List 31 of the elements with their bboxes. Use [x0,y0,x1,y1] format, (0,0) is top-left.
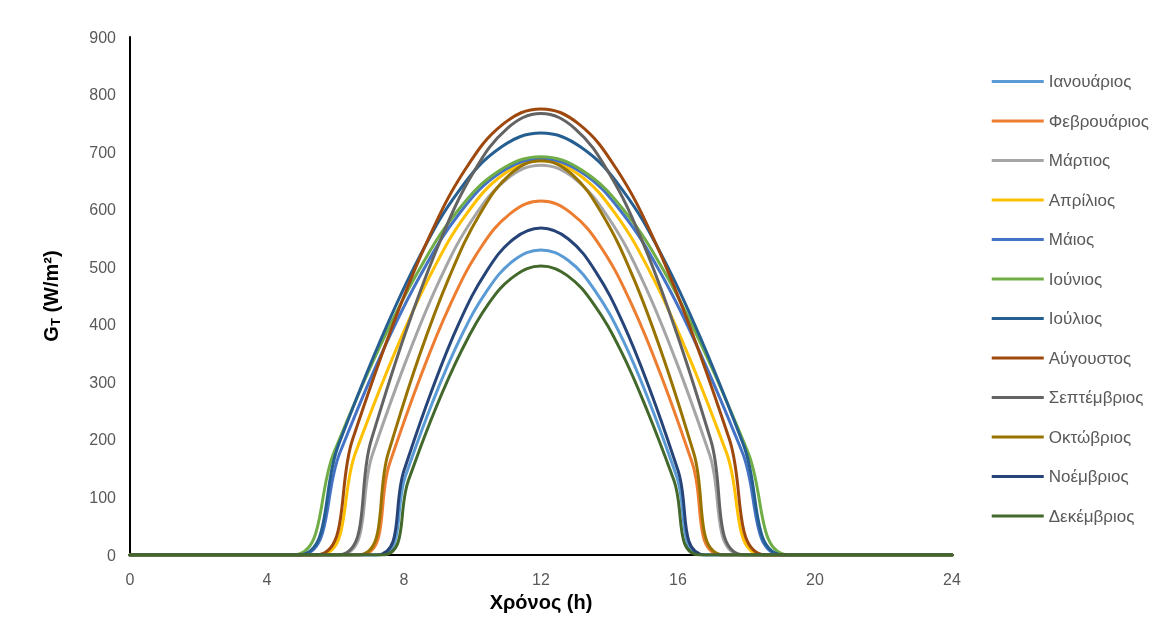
x-tick-label: 4 [262,570,272,588]
legend-label: Αύγουστος [1048,348,1132,368]
x-tick-label: 12 [532,570,550,588]
y-tick-label: 500 [89,258,117,276]
x-tick-label: 16 [669,570,687,588]
legend-label: Νοέμβριος [1048,467,1129,486]
y-tick-label: 900 [89,28,117,46]
x-axis-title: Χρόνος (h) [489,590,593,613]
x-tick-label: 8 [399,570,409,588]
y-tick-label: 800 [89,86,117,104]
y-tick-label: 700 [89,143,117,161]
legend-label: Οκτώβριος [1048,427,1132,447]
y-tick-label: 300 [89,373,117,391]
y-tick-label: 200 [89,431,117,449]
y-tick-label: 600 [89,201,117,219]
legend-label: Φεβρουάριος [1048,111,1149,131]
x-tick-label: 24 [943,570,961,588]
legend-label: Ιούλιος [1048,309,1103,328]
y-tick-label: 400 [89,316,117,334]
legend-label: Απρίλιος [1048,190,1116,210]
y-tick-label: 100 [89,488,117,506]
legend-label: Ιανουάριος [1048,72,1132,91]
legend-label: Ιούνιος [1048,269,1103,289]
legend-label: Μάρτιος [1048,151,1111,170]
legend-label: Μάιος [1048,230,1095,249]
legend-label: Σεπτέμβριος [1048,388,1144,407]
x-tick-label: 20 [806,570,824,588]
x-tick-label: 0 [125,570,135,588]
y-axis-title: GT (W/m²) [39,250,63,342]
legend-label: Δεκέμβριος [1048,506,1135,526]
y-tick-label: 0 [107,546,117,564]
